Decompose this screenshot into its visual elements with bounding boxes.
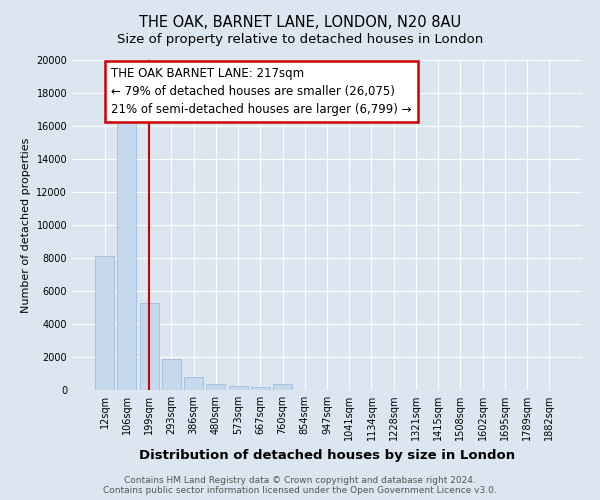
Bar: [95, 256, 114, 390]
Y-axis label: Number of detached properties: Number of detached properties: [21, 138, 31, 312]
Text: THE OAK BARNET LANE: 217sqm
← 79% of detached houses are smaller (26,075)
21% of: THE OAK BARNET LANE: 217sqm ← 79% of det…: [112, 66, 412, 116]
Bar: [140, 302, 158, 390]
X-axis label: Distribution of detached houses by size in London: Distribution of detached houses by size …: [139, 448, 515, 462]
Text: THE OAK, BARNET LANE, LONDON, N20 8AU: THE OAK, BARNET LANE, LONDON, N20 8AU: [139, 15, 461, 30]
Bar: [206, 384, 225, 390]
Bar: [229, 386, 248, 390]
Bar: [118, 118, 136, 390]
Text: Size of property relative to detached houses in London: Size of property relative to detached ho…: [117, 32, 483, 46]
Text: Contains HM Land Registry data © Crown copyright and database right 2024.
Contai: Contains HM Land Registry data © Crown c…: [103, 476, 497, 495]
Bar: [184, 377, 203, 390]
Bar: [162, 360, 181, 390]
Bar: [273, 384, 292, 390]
Bar: [251, 386, 270, 390]
